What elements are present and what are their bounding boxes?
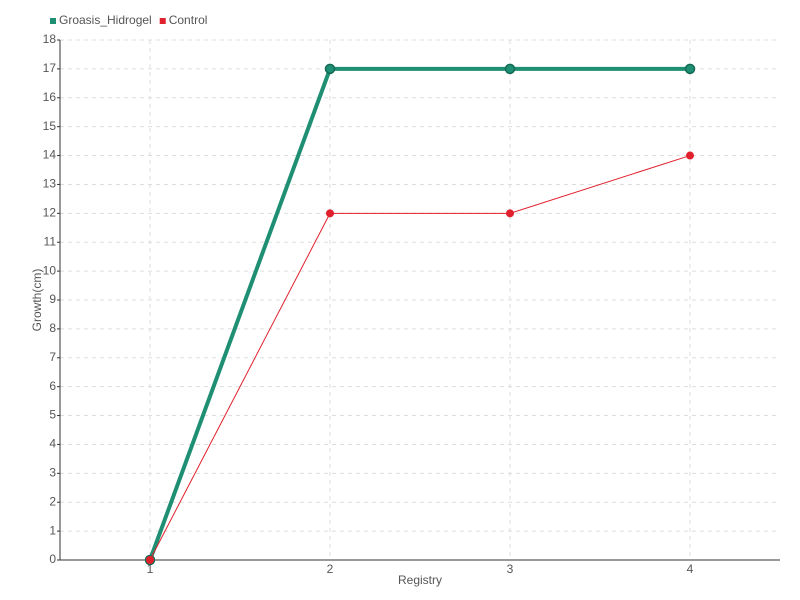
- data-point: [146, 556, 154, 564]
- y-tick-label: 4: [49, 437, 56, 451]
- y-tick-label: 11: [44, 234, 57, 248]
- data-point: [684, 63, 696, 75]
- y-axis-label: Growth(cm): [30, 269, 44, 332]
- data-point: [324, 63, 336, 75]
- y-tick-label: 5: [49, 408, 56, 422]
- legend-swatch: [159, 18, 166, 24]
- series-line: [149, 155, 691, 561]
- legend-label: Control: [169, 13, 208, 27]
- data-point: [686, 151, 694, 160]
- x-tick-label: 4: [687, 562, 694, 576]
- y-tick-label: 0: [49, 552, 56, 566]
- y-tick-label: 14: [43, 148, 57, 162]
- y-tick-label: 12: [43, 206, 57, 220]
- y-tick-label: 1: [49, 523, 56, 537]
- y-tick-label: 6: [49, 379, 56, 393]
- data-point: [506, 209, 514, 218]
- y-tick-label: 2: [49, 494, 56, 508]
- y-tick-label: 3: [49, 466, 56, 480]
- y-tick-label: 17: [43, 61, 57, 75]
- y-tick-label: 10: [43, 263, 57, 277]
- y-tick-label: 8: [49, 321, 56, 335]
- y-tick-label: 16: [43, 90, 57, 104]
- x-axis-label: Registry: [398, 573, 442, 587]
- x-tick-label: 1: [147, 562, 154, 576]
- legend-swatch: [50, 18, 56, 24]
- y-tick-label: 15: [43, 119, 57, 133]
- x-tick-label: 3: [507, 562, 514, 576]
- y-tick-label: 13: [43, 177, 57, 191]
- legend-label: Groasis_Hidrogel: [59, 13, 152, 27]
- x-tick-label: 2: [327, 562, 334, 576]
- series-line: [148, 66, 690, 561]
- y-tick-label: 18: [43, 32, 57, 46]
- y-tick-label: 7: [49, 350, 56, 364]
- data-point: [326, 209, 334, 218]
- data-point: [504, 63, 516, 75]
- y-tick-label: 9: [49, 292, 56, 306]
